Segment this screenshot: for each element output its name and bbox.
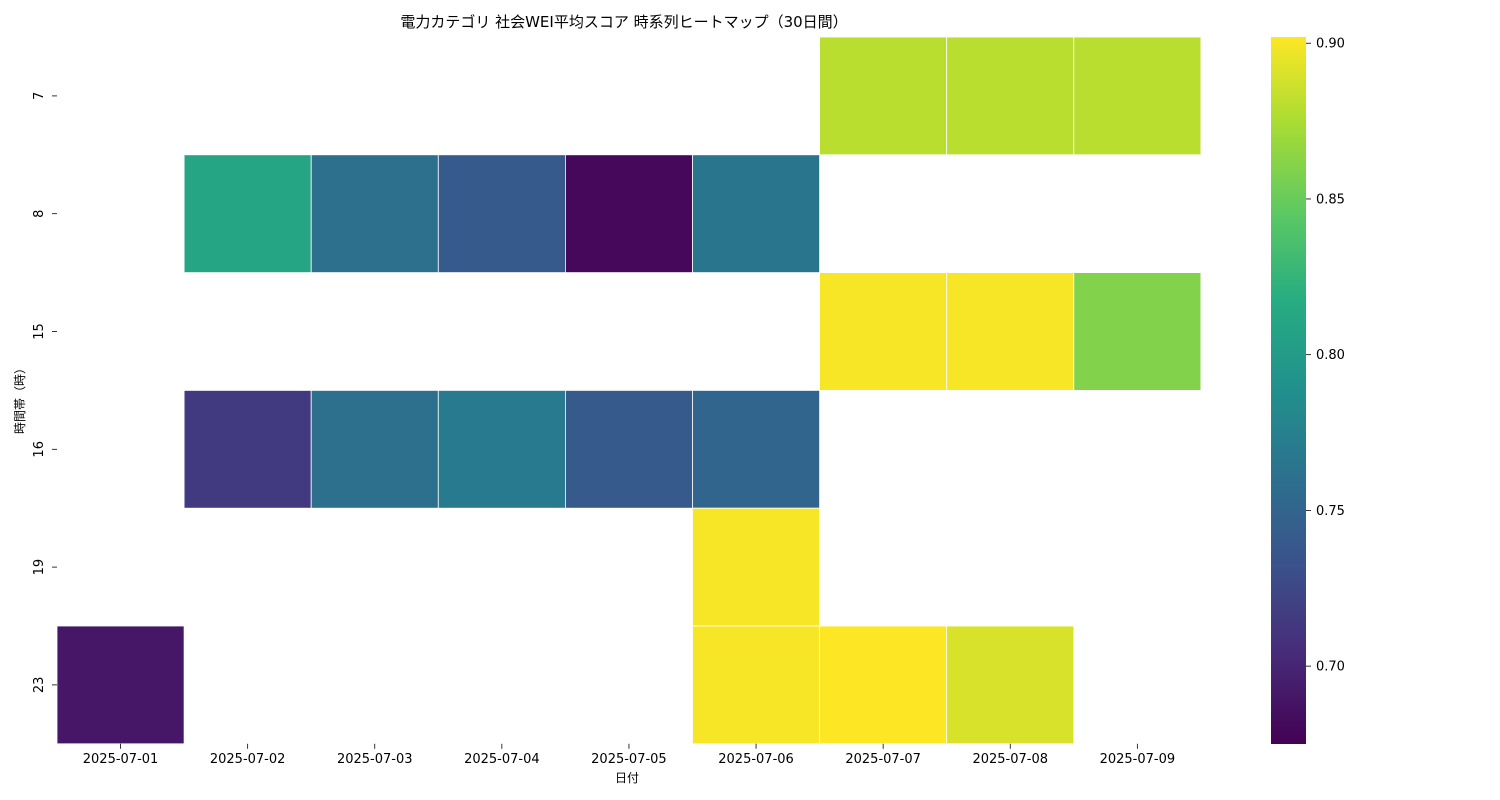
heatmap-cell [1073, 36, 1202, 156]
x-axis-label: 日付 [615, 771, 639, 785]
heatmap-cell [819, 272, 948, 391]
chart-title: 電力カテゴリ 社会WEI平均スコア 時系列ヒートマップ（30日間） [400, 13, 847, 31]
x-tick-label: 2025-07-01 [83, 752, 159, 767]
heatmap-cell [183, 389, 312, 509]
x-tick-label: 2025-07-07 [845, 752, 921, 767]
y-axis-label: 時間帯（時） [13, 362, 27, 434]
colorbar-tick-label: 0.85 [1316, 192, 1345, 207]
colorbar-tick-label: 0.80 [1316, 348, 1345, 363]
heatmap-cell [310, 154, 439, 274]
heatmap-cell [56, 625, 185, 745]
x-tick-label: 2025-07-04 [464, 752, 540, 767]
y-tick-label: 15 [32, 323, 47, 340]
heatmap-cell [692, 507, 820, 627]
x-tick-label: 2025-07-05 [591, 752, 667, 767]
x-tick-label: 2025-07-06 [718, 752, 794, 767]
heatmap-cell [437, 389, 566, 509]
x-tick-label: 2025-07-03 [337, 752, 413, 767]
x-tick-label: 2025-07-02 [210, 752, 286, 767]
colorbar: 0.70 0.75 0.80 0.85 0.90 [1271, 37, 1345, 744]
heatmap-cell [946, 36, 1075, 156]
x-tick-label: 2025-07-09 [1100, 752, 1176, 767]
y-tick-label: 23 [32, 677, 47, 694]
y-axis-ticks: 7 8 15 16 19 23 [32, 92, 57, 693]
colorbar-gradient [1271, 37, 1306, 744]
colorbar-tick-label: 0.90 [1316, 37, 1345, 52]
heatmap-cell [565, 389, 693, 509]
y-tick-label: 16 [32, 441, 47, 458]
heatmap-cell [946, 625, 1075, 745]
y-tick-label: 7 [32, 92, 47, 100]
colorbar-tick-label: 0.70 [1316, 660, 1345, 675]
x-axis-ticks: 2025-07-01 2025-07-02 2025-07-03 2025-07-04… [83, 743, 1176, 767]
heatmap-cell [183, 154, 312, 274]
heatmap-cell [819, 36, 948, 156]
heatmap-cell [1073, 272, 1202, 391]
heatmap-cell [946, 272, 1075, 391]
x-tick-label: 2025-07-08 [972, 752, 1048, 767]
heatmap-cell [437, 154, 566, 274]
heatmap-cell [692, 154, 820, 274]
heatmap-cell [692, 389, 820, 509]
heatmap-cell [310, 389, 439, 509]
heatmap-cell [692, 625, 820, 745]
colorbar-tick-label: 0.75 [1316, 504, 1345, 519]
heatmap-cell [819, 625, 948, 745]
y-tick-label: 19 [32, 559, 47, 576]
heatmap-cells [56, 36, 1202, 745]
y-tick-label: 8 [32, 210, 47, 218]
heatmap-cell [565, 154, 693, 274]
